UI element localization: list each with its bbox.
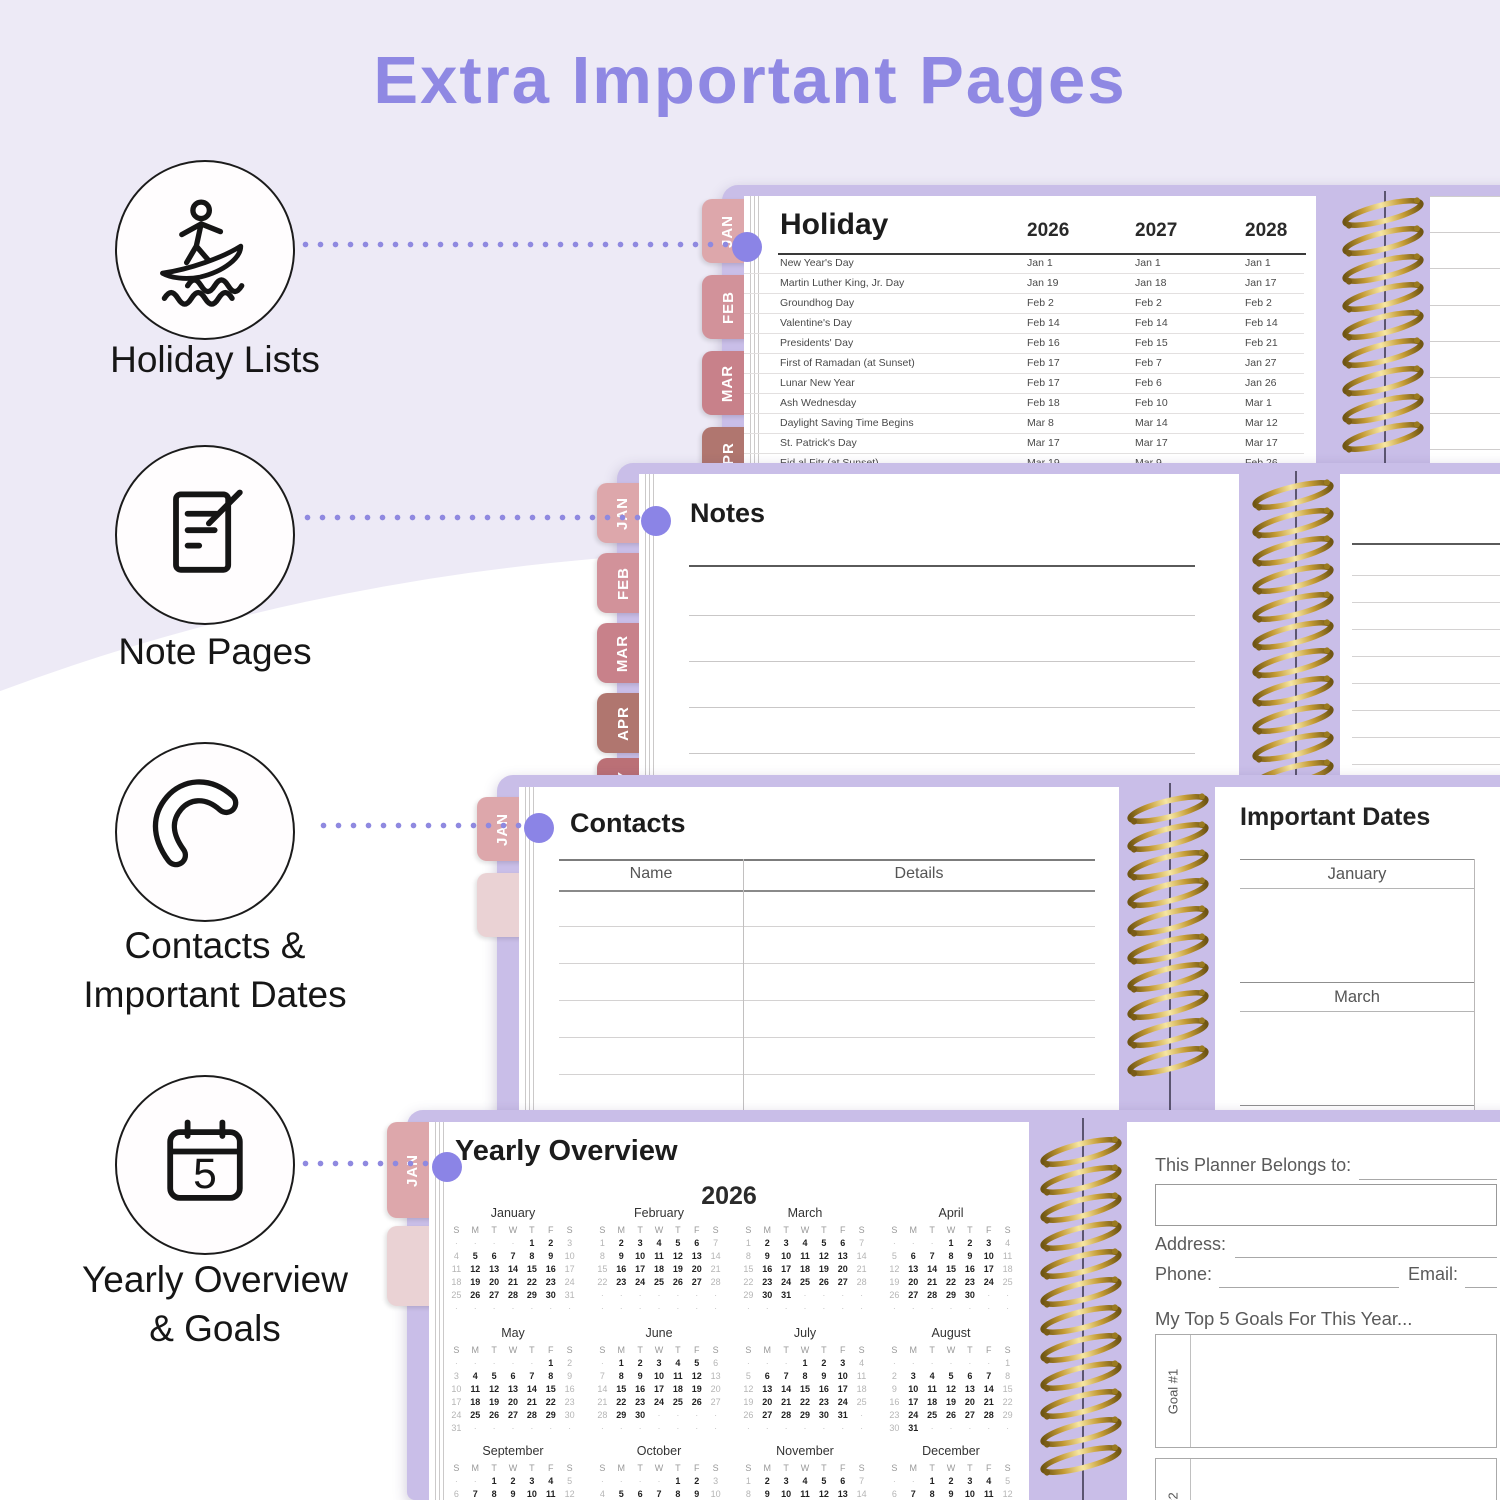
holiday-title: Holiday [780, 208, 889, 241]
connector-notes [300, 514, 642, 521]
contacts-table-rows [559, 890, 1095, 1112]
goal-2-label-strip: #2 [1156, 1459, 1191, 1500]
owner-input-box [1155, 1184, 1497, 1226]
spiral-binding [1040, 1136, 1122, 1476]
connector-holiday [298, 241, 734, 248]
yearly-spread: JAN Yearly Overview 2026 January S M T W T F S ·… [385, 1110, 1500, 1500]
holiday-row: Groundhog Day Feb 2 Feb 2 Feb 2 [744, 294, 1304, 314]
mini-calendar-december: DecemberSMTWTFS··12345678910111213141516… [891, 1444, 1013, 1499]
svg-text:5: 5 [193, 1150, 217, 1198]
connector-dot-notes [641, 506, 671, 536]
holiday-right-page [1430, 196, 1500, 485]
surfer-icon [160, 199, 245, 307]
mini-calendar-january: January S M T W T F S · · · · 1 2 3 4 5 6 7 8 9 10 11 12 13 14 15 1… [451, 1206, 575, 1313]
calendar-row-3: SeptemberSMTWTFS··1234567891011121314151… [447, 1444, 1017, 1500]
address-label: Address: [1155, 1234, 1227, 1254]
notes-title: Notes [690, 498, 766, 528]
mini-calendar-november: NovemberSMTWTFS1234567891011121314151617… [745, 1444, 867, 1499]
contacts-feature-icon [115, 742, 295, 922]
note-icon [173, 489, 243, 573]
month-section-header: March [1240, 982, 1474, 1012]
holiday-lists-feature-icon [115, 160, 295, 340]
goals-title: My Top 5 Goals For This Year... [1155, 1308, 1413, 1329]
mini-calendar-october: OctoberSMTWTFS····1234567891011121314151… [599, 1444, 721, 1499]
contacts-spread: JAN Contacts Name Details Important Date… [475, 775, 1500, 1125]
goal-1-label-strip: Goal #1 [1156, 1335, 1191, 1447]
spine-line [1295, 471, 1297, 933]
mini-calendar-may: May S M T W T F S · · · · · 1 2 3 4 5 6 7 8 9 10 11 12 13 14 15 16 17… [451, 1326, 575, 1433]
holiday-row: Valentine's Day Feb 14 Feb 14 Feb 14 [744, 314, 1304, 334]
holiday-lists-label: Holiday Lists [110, 339, 320, 380]
holiday-year-2027: 2027 [1135, 220, 1178, 241]
phone-icon [152, 779, 239, 868]
holiday-year-2026: 2026 [1027, 220, 1070, 241]
header-rule [778, 253, 1306, 255]
yearly-overview-title: Yearly Overview [455, 1135, 678, 1167]
email-label: Email: [1408, 1264, 1459, 1284]
note-pages-feature-icon [115, 445, 295, 625]
connector-dot-holiday [732, 232, 762, 262]
notes-first-line [689, 565, 1195, 567]
column-divider [1474, 859, 1475, 1112]
calendar-icon: 5 [167, 1119, 243, 1201]
important-dates-page: Important Dates JanuaryMarchMay [1215, 787, 1500, 1112]
goal-1-box: Goal #1 [1155, 1334, 1497, 1448]
spiral-binding [1127, 793, 1209, 1077]
mini-calendar-august: August S M T W T F S · · · · · · 1 2 3 4 5 6 7 8 9 10 11 12 13 14 15… [889, 1326, 1013, 1433]
spiral-binding [1342, 197, 1424, 453]
phone-label: Phone: [1155, 1264, 1213, 1284]
column-divider [743, 859, 744, 1112]
holiday-row: New Year's Day Jan 1 Jan 1 Jan 1 [744, 254, 1304, 274]
note-pages-label: Note Pages [118, 631, 312, 672]
contacts-dates-label: Contacts & Important Dates [83, 925, 347, 1015]
calendar-row-1: January S M T W T F S · · · · 1 2 3 4 5 6 7 8 9 10 11 12 13 14 15 1… [447, 1206, 1017, 1315]
spine-line [1169, 783, 1171, 1118]
calendar-row-2: May S M T W T F S · · · · · 1 2 3 4 5 6 7 8 9 10 11 12 13 14 15 16 17… [447, 1326, 1017, 1435]
contacts-page: Contacts Name Details [519, 787, 1119, 1112]
mini-calendar-june: June S M T W T F S · 1 2 3 4 5 6 7 8 9 10 11 12 13 14 15 16 17 18 1… [597, 1326, 721, 1433]
holiday-row: Lunar New Year Feb 17 Feb 6 Jan 26 [744, 374, 1304, 394]
month-section-header: January [1240, 859, 1474, 889]
connector-contacts [316, 822, 526, 829]
important-dates-title: Important Dates [1240, 803, 1431, 831]
ruled-lines [1352, 549, 1500, 769]
goal-2-box: #2 [1155, 1458, 1497, 1500]
yearly-overview-feature-icon: 5 [115, 1075, 295, 1255]
spine-line [1384, 191, 1386, 485]
owner-label: This Planner Belongs to: [1155, 1155, 1352, 1175]
holiday-row: Daylight Saving Time Begins Mar 8 Mar 14 Ma… [744, 414, 1304, 434]
holiday-year-2028: 2028 [1245, 220, 1288, 241]
mini-calendar-march: March S M T W T F S 1 2 3 4 5 6 7 8 9 10 11 12 13 14 15 16 17 18 1… [743, 1206, 867, 1313]
connector-dot-contacts [524, 813, 554, 843]
page-title: Extra Important Pages [373, 43, 1127, 118]
connector-dot-yearly [432, 1152, 462, 1182]
holiday-page: Holiday 2026 2027 2028 New Year's Day Jan… [744, 196, 1316, 485]
mini-calendar-july: July S M T W T F S · · · 1 2 3 4 5 6 7 8 9 10 11 12 13 14 15 16 17 1… [743, 1326, 867, 1433]
mini-calendar-september: SeptemberSMTWTFS··1234567891011121314151… [453, 1444, 575, 1499]
mini-calendar-april: April S M T W T F S · · · 1 2 3 4 5 6 7 8 9 10 11 12 13 14 15 16 17… [889, 1206, 1013, 1313]
yearly-overview-page: Yearly Overview 2026 January S M T W T F S · · · · 1… [429, 1122, 1029, 1500]
mini-calendar-february: February S M T W T F S 1 2 3 4 5 6 7 8 9 10 11 12 13 14 15 16 17… [597, 1206, 721, 1313]
holiday-row: Martin Luther King, Jr. Day Jan 19 Jan 18 J… [744, 274, 1304, 294]
details-column-header: Details [894, 865, 944, 882]
holiday-row: Ash Wednesday Feb 18 Feb 10 Mar 1 [744, 394, 1304, 414]
holiday-row: Presidents' Day Feb 16 Feb 15 Feb 21 [744, 334, 1304, 354]
planner-belongs-page: This Planner Belongs to: Address: Phone:… [1127, 1122, 1500, 1500]
month-sections: JanuaryMarchMay [1240, 859, 1474, 1112]
year-label: 2026 [701, 1182, 757, 1210]
contacts-title: Contacts [570, 808, 686, 838]
name-column-header: Name [629, 865, 673, 882]
connector-yearly [298, 1160, 434, 1167]
holiday-table: New Year's Day Jan 1 Jan 1 Jan 1 Martin Luth… [744, 254, 1304, 485]
yearly-goals-label: Yearly Overview & Goals [82, 1259, 348, 1349]
holiday-row: St. Patrick's Day Mar 17 Mar 17 Mar 17 [744, 434, 1304, 454]
holiday-spread: JAN FEB MAR APR Holiday 2026 2027 2028 N… [700, 185, 1500, 491]
